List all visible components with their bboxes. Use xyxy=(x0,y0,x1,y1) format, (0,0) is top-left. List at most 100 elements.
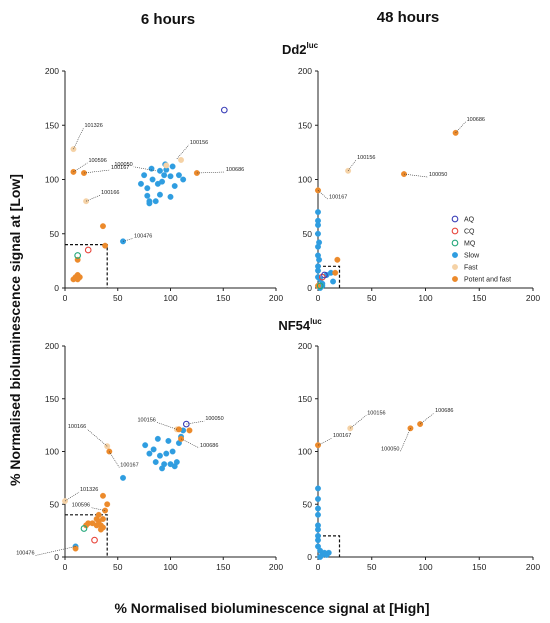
y-tick-label: 150 xyxy=(298,120,312,130)
point-slow xyxy=(156,452,163,459)
legend-marker-aq xyxy=(451,215,459,223)
column-title-48h: 48 hours xyxy=(377,9,440,26)
annotation-leader xyxy=(419,412,435,425)
annotation-100686: 100686 xyxy=(226,167,244,173)
point-potent-and-fast xyxy=(102,242,109,249)
x-tick-label: 50 xyxy=(367,293,377,303)
point-slow xyxy=(142,442,149,449)
legend-label-slow: Slow xyxy=(464,253,480,260)
point-fast xyxy=(163,162,170,169)
point-aq xyxy=(182,420,190,428)
annotation-leader xyxy=(317,190,329,200)
point-slow xyxy=(146,200,153,207)
x-tick-label: 50 xyxy=(113,562,123,572)
annotation-leader xyxy=(64,491,80,502)
x-tick-label: 0 xyxy=(316,293,321,303)
point-slow xyxy=(315,230,321,237)
point-slow xyxy=(120,238,126,245)
point-slow xyxy=(315,243,321,250)
y-tick-label: 100 xyxy=(298,447,312,457)
y-tick-label: 0 xyxy=(307,283,312,293)
point-aq xyxy=(321,271,328,279)
row-title-nf54-sup: luc xyxy=(310,317,322,326)
annotation-leader xyxy=(87,428,108,447)
panel-nf54luc-6-hours: 0 50 100 150 200 0 50 100 150 200 101326 100596 1004… xyxy=(16,341,283,572)
annotation-100156: 100156 xyxy=(137,417,155,423)
point-slow xyxy=(321,549,328,556)
legend-marker-fast xyxy=(452,264,458,270)
point-slow xyxy=(144,192,151,199)
point-slow xyxy=(167,193,174,200)
legend-marker-potent-and-fast xyxy=(452,276,458,282)
panel-dd2luc-6-hours: 0 50 100 150 200 0 50 100 150 200 101326 100596 1001… xyxy=(45,66,284,303)
panel-dd2luc-48-hours: 0 50 100 150 200 0 50 100 150 200 100686 100156 1000… xyxy=(298,66,541,303)
legend-label-fast: Fast xyxy=(464,265,478,272)
point-slow xyxy=(316,256,323,263)
point-slow xyxy=(150,446,157,453)
point-slow xyxy=(171,183,178,189)
x-tick-label: 100 xyxy=(418,562,432,572)
annotation-leader xyxy=(400,428,411,452)
annotation-100167: 100167 xyxy=(120,463,138,469)
annotation-leader xyxy=(122,238,134,242)
annotation-100167: 100167 xyxy=(333,433,351,439)
annotation-leader xyxy=(403,173,429,178)
point-slow xyxy=(330,278,336,285)
annotation-101326: 101326 xyxy=(84,123,102,129)
point-slow xyxy=(315,267,321,274)
y-tick-label: 0 xyxy=(54,283,59,293)
x-tick-label: 200 xyxy=(526,293,540,303)
point-potent-and-fast xyxy=(332,269,339,276)
annotation-100476: 100476 xyxy=(134,233,152,239)
threshold-box xyxy=(318,535,341,557)
x-tick-label: 0 xyxy=(63,293,68,303)
point-slow xyxy=(146,450,153,457)
annotation-leader xyxy=(176,144,190,160)
point-slow xyxy=(138,180,144,187)
x-tick-label: 150 xyxy=(472,293,486,303)
legend: AQ CQ MQ Slow Fast Potent and fast xyxy=(451,215,511,284)
point-slow xyxy=(315,511,321,518)
annotation-leader xyxy=(85,194,101,202)
annotation-leader xyxy=(317,437,333,446)
point-potent-and-fast xyxy=(100,524,106,531)
x-tick-label: 200 xyxy=(269,562,283,572)
annotation-leader xyxy=(455,121,466,134)
annotation-100050: 100050 xyxy=(205,416,223,422)
annotation-leader xyxy=(83,169,111,174)
point-aq xyxy=(220,106,228,114)
point-slow xyxy=(315,526,321,533)
point-potent-and-fast xyxy=(72,545,79,552)
point-fast xyxy=(62,498,68,505)
point-potent-and-fast xyxy=(100,492,106,499)
annotation-100166: 100166 xyxy=(101,190,119,196)
legend-label-mq: MQ xyxy=(464,241,476,248)
point-potent-and-fast xyxy=(315,282,321,289)
annotation-leader xyxy=(73,127,84,150)
point-mq xyxy=(316,282,324,290)
x-tick-label: 0 xyxy=(316,562,321,572)
point-slow xyxy=(149,176,156,183)
point-potent-and-fast xyxy=(95,511,102,518)
annotation-100050: 100050 xyxy=(381,446,399,452)
panel-nf54luc-48-hours: 0 50 100 150 200 0 50 100 150 200 100156 100686 1001… xyxy=(298,341,541,572)
legend-marker-cq xyxy=(451,227,459,235)
point-slow xyxy=(154,435,161,442)
point-slow xyxy=(317,554,324,560)
annotation-leader xyxy=(73,162,88,173)
point-slow xyxy=(173,459,180,465)
point-cq xyxy=(84,246,92,254)
annotation-100476: 100476 xyxy=(16,550,34,556)
annotation-100156: 100156 xyxy=(190,140,208,146)
point-potent-and-fast xyxy=(334,256,341,263)
point-slow xyxy=(152,198,159,205)
x-tick-label: 200 xyxy=(526,562,540,572)
point-slow xyxy=(169,448,176,455)
row-title-dd2-base: Dd2 xyxy=(282,42,307,57)
annotation-100156: 100156 xyxy=(357,155,375,161)
x-tick-label: 150 xyxy=(472,562,486,572)
point-potent-and-fast xyxy=(104,501,111,508)
legend-label-potent-and-fast: Potent and fast xyxy=(464,277,511,284)
annotation-100050: 100050 xyxy=(114,162,132,168)
